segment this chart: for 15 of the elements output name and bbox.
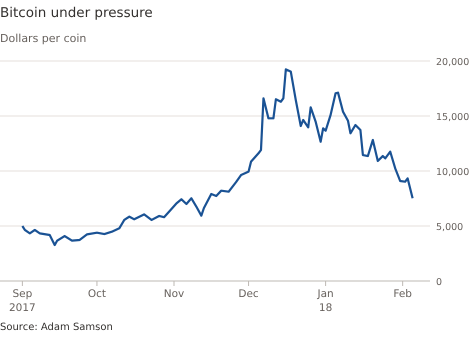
x-tick-label: Nov (164, 288, 184, 300)
x-tick-label: Oct (88, 288, 106, 300)
y-tick-label: 15,000 (436, 112, 470, 123)
x-tick-label: Jan 18 (316, 288, 334, 314)
y-tick-label: 0 (436, 277, 442, 288)
y-tick-label: 10,000 (436, 167, 470, 178)
y-tick-label: 20,000 (436, 57, 470, 68)
x-tick-label: Sep 2017 (9, 288, 36, 314)
y-tick-label: 5,000 (436, 222, 464, 233)
x-tick-label: Dec (238, 288, 259, 300)
chart-subtitle: Dollars per coin (0, 32, 86, 45)
chart-title: Bitcoin under pressure (0, 5, 153, 21)
source-note: Source: Adam Samson (0, 322, 113, 333)
x-tick-label: Feb (393, 288, 412, 300)
line-series (21, 68, 414, 246)
